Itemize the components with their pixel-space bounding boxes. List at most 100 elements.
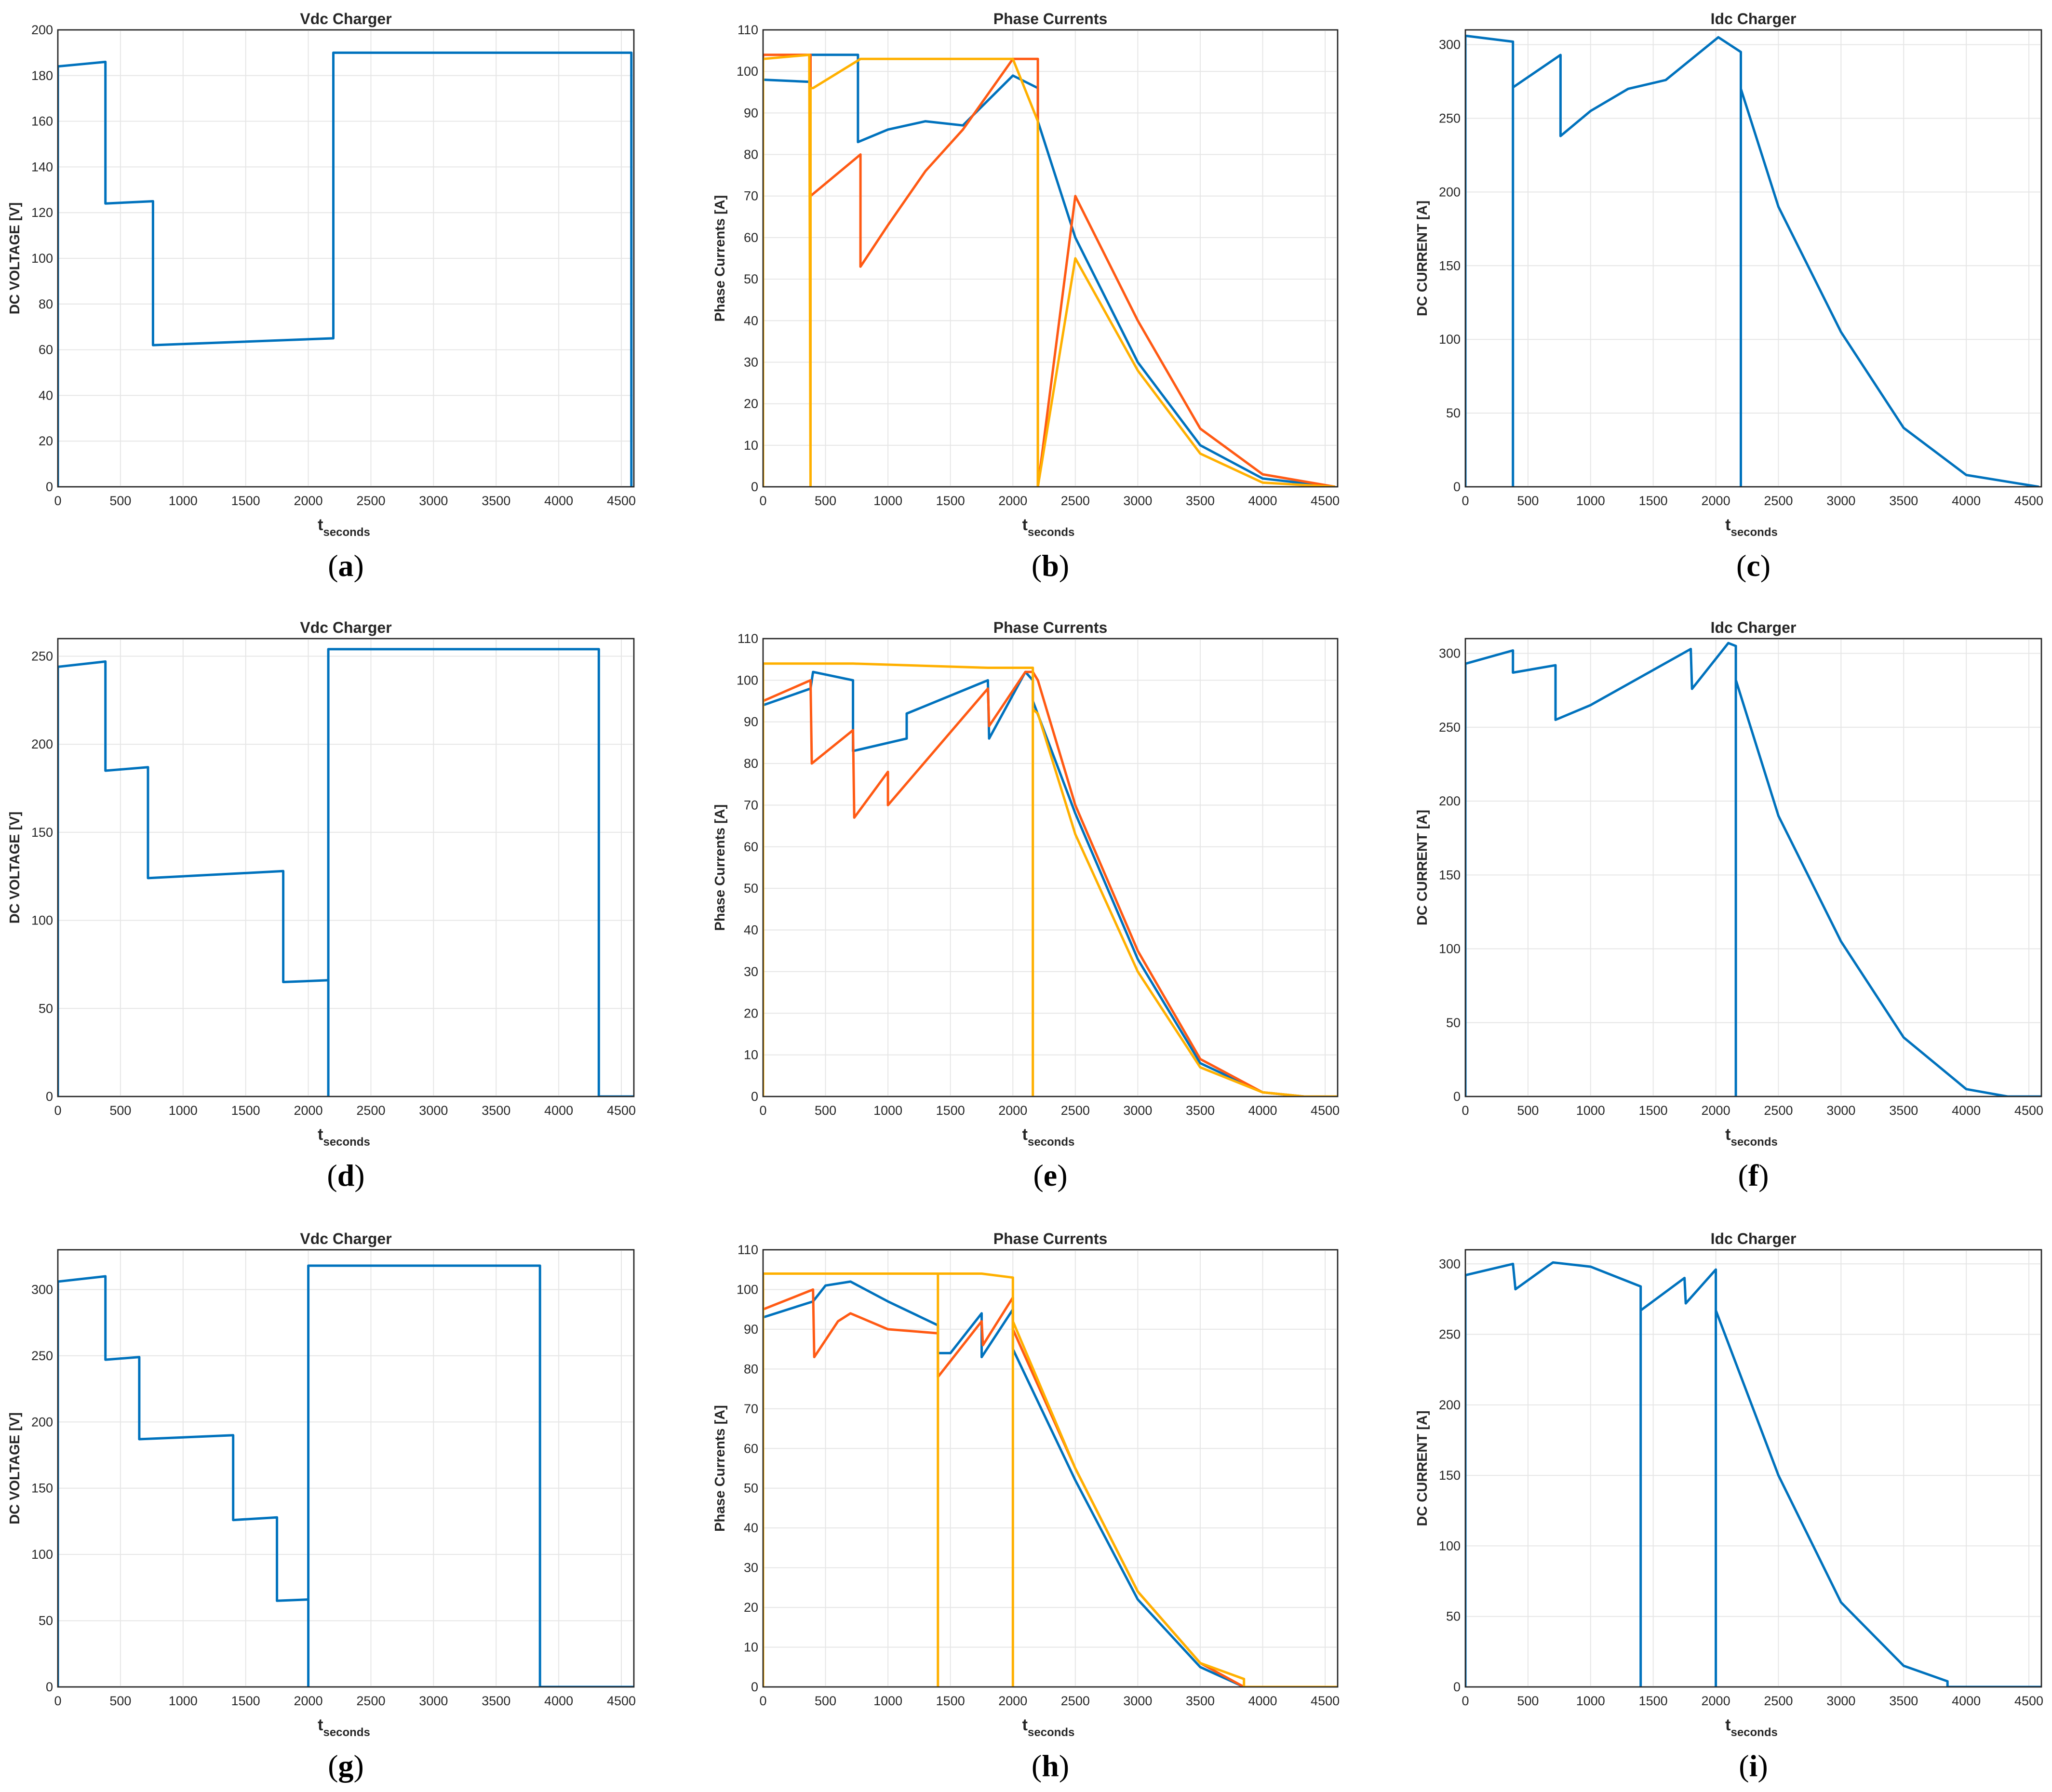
panel-caption: (d)	[327, 1158, 364, 1192]
x-tick-label: 1500	[231, 1694, 260, 1708]
x-axis-label: tseconds	[1725, 516, 1778, 539]
y-tick-label: 20	[39, 434, 53, 448]
y-tick-label: 150	[1439, 1468, 1461, 1483]
panel-caption: (b)	[1032, 548, 1069, 583]
x-tick-label: 3000	[419, 1103, 448, 1118]
plot-area	[57, 638, 635, 1097]
y-tick-label: 300	[31, 1282, 53, 1297]
y-tick-label: 40	[39, 388, 53, 402]
y-axis-label: DC VOLTAGE [V]	[7, 202, 23, 315]
y-tick-label: 90	[744, 106, 758, 120]
x-axis-label: tseconds	[318, 516, 370, 539]
plot-frame	[762, 1249, 1339, 1688]
y-tick-label: 150	[1439, 258, 1461, 273]
y-tick-label: 50	[39, 1614, 53, 1628]
x-tick-label: 0	[759, 1694, 766, 1708]
chart-title: Idc Charger	[1711, 619, 1797, 636]
x-tick-label: 4500	[2014, 1103, 2043, 1118]
y-tick-label: 110	[738, 23, 758, 37]
y-tick-label: 40	[744, 1521, 758, 1535]
y-tick-label: 20	[744, 1600, 758, 1615]
x-tick-label: 4500	[607, 494, 636, 508]
y-tick-label: 150	[1439, 868, 1461, 882]
x-tick-label: 2000	[998, 1103, 1027, 1118]
y-tick-label: 100	[737, 673, 758, 687]
y-tick-label: 300	[1439, 1257, 1461, 1271]
plot-area	[1464, 638, 2042, 1097]
y-tick-label: 100	[31, 1547, 53, 1562]
y-tick-label: 140	[31, 160, 53, 174]
y-tick-label: 100	[31, 251, 53, 266]
y-tick-label: 30	[744, 1561, 758, 1575]
y-tick-label: 100	[1439, 1538, 1461, 1553]
x-tick-label: 3000	[419, 494, 448, 508]
x-tick-label: 4000	[1248, 1103, 1277, 1118]
chart-e: 0 500 1000 1500 2000 2500 3000 3500 4000 4500 0 10 2…	[712, 619, 1340, 1192]
x-tick-label: 1500	[1639, 494, 1668, 508]
x-tick-label: 2500	[1764, 494, 1793, 508]
series-line-e-3	[763, 662, 1338, 1097]
plot-frame	[762, 638, 1339, 1097]
x-tick-label: 3500	[1186, 1103, 1215, 1118]
chart-d: 0 500 1000 1500 2000 2500 3000 3500 4000 4500 0 50 1…	[7, 619, 636, 1192]
x-tick-label: 2500	[1061, 1694, 1090, 1708]
y-axis-label: DC CURRENT [A]	[1415, 1410, 1430, 1526]
y-tick-label: 80	[744, 1362, 758, 1376]
panel-caption: (c)	[1736, 548, 1770, 583]
x-tick-label: 4000	[1952, 1103, 1981, 1118]
series-line-h-3	[763, 1272, 1338, 1687]
y-tick-label: 80	[744, 147, 758, 162]
x-tick-label: 500	[109, 1103, 131, 1118]
x-tick-label: 4500	[1311, 1694, 1340, 1708]
series-line-d-1	[58, 648, 634, 1097]
x-tick-label: 4000	[1248, 1694, 1277, 1708]
x-tick-label: 2000	[294, 1103, 323, 1118]
y-tick-label: 60	[744, 230, 758, 245]
x-tick-label: 4500	[1311, 1103, 1340, 1118]
plot-frame	[57, 1249, 635, 1688]
x-tick-label: 1000	[873, 1694, 902, 1708]
plot-frame	[1464, 29, 2042, 488]
y-axis-label: Phase Currents [A]	[712, 195, 728, 322]
y-tick-label: 80	[39, 297, 53, 311]
series-line-b-3	[763, 53, 1335, 487]
plot-frame	[1464, 638, 2042, 1097]
x-tick-label: 2500	[356, 1694, 385, 1708]
x-tick-label: 1500	[1639, 1694, 1668, 1708]
x-tick-label: 3500	[482, 494, 510, 508]
x-tick-label: 4500	[1311, 494, 1340, 508]
y-tick-label: 160	[31, 114, 53, 129]
y-tick-label: 70	[744, 189, 758, 203]
chart-title: Vdc Charger	[300, 619, 391, 636]
x-tick-label: 3000	[1123, 1694, 1152, 1708]
y-tick-label: 0	[46, 480, 53, 494]
y-tick-label: 60	[39, 343, 53, 357]
y-tick-label: 30	[744, 355, 758, 369]
y-tick-label: 120	[31, 205, 53, 220]
plot-frame	[762, 29, 1339, 488]
panel-caption: (g)	[328, 1749, 364, 1783]
y-tick-label: 50	[744, 1481, 758, 1496]
chart-title: Idc Charger	[1711, 10, 1797, 27]
y-tick-label: 50	[744, 881, 758, 896]
y-tick-label: 100	[1439, 942, 1461, 956]
y-tick-label: 150	[31, 1481, 53, 1496]
y-tick-label: 50	[39, 1001, 53, 1016]
x-tick-label: 1000	[873, 494, 902, 508]
y-tick-label: 80	[744, 756, 758, 771]
x-tick-label: 2000	[998, 1694, 1027, 1708]
x-tick-label: 1500	[936, 1694, 965, 1708]
y-tick-label: 90	[744, 1322, 758, 1337]
y-tick-label: 30	[744, 964, 758, 979]
x-tick-label: 2500	[1764, 1694, 1793, 1708]
plot-frame	[57, 29, 635, 488]
x-tick-label: 500	[815, 1694, 836, 1708]
x-tick-label: 2000	[1702, 1694, 1730, 1708]
x-axis-label: tseconds	[1725, 1716, 1778, 1739]
x-tick-label: 4000	[1952, 494, 1981, 508]
x-tick-label: 3000	[1826, 494, 1855, 508]
x-tick-label: 0	[1462, 1103, 1469, 1118]
y-tick-label: 50	[1446, 406, 1461, 420]
y-tick-label: 150	[31, 825, 53, 840]
panel-caption: (h)	[1032, 1749, 1069, 1783]
